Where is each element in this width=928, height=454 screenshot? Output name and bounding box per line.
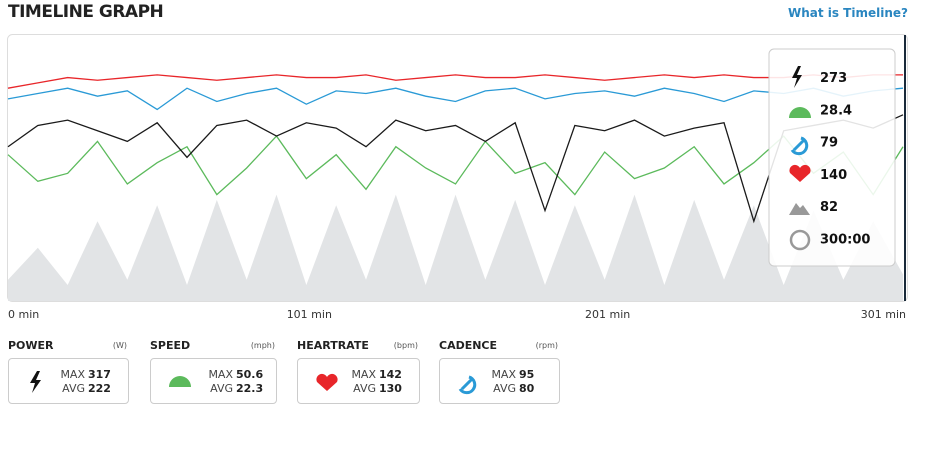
stat-title: SPEED	[150, 339, 191, 352]
stat-title: CADENCE	[439, 339, 498, 352]
stat-unit: (rpm)	[535, 341, 558, 350]
avg-label: AVG	[493, 382, 516, 395]
tooltip-value: 82	[820, 200, 838, 215]
stat-title: HEARTRATE	[297, 339, 369, 352]
stat-icon	[169, 376, 191, 387]
max-label: MAX	[60, 368, 85, 381]
power-icon	[792, 66, 802, 88]
tooltip-value: 300:00	[820, 233, 870, 248]
x-tick-label: 301 min	[861, 308, 906, 321]
stat-unit: (mph)	[250, 341, 275, 350]
stat-icon	[316, 373, 338, 391]
max-value: 142	[379, 368, 402, 381]
stat-card: MAX AVG 142 130	[297, 358, 420, 404]
cadence-icon	[790, 136, 809, 156]
x-tick-label: 0 min	[8, 308, 39, 321]
x-tick-label: 101 min	[287, 308, 332, 321]
series-line	[7, 87, 904, 111]
max-label: MAX	[208, 368, 233, 381]
chart: 0 min 101 min 201 min 301 min	[7, 34, 908, 321]
stat-icon	[30, 371, 41, 393]
avg-label: AVG	[353, 382, 376, 395]
help-link[interactable]: What is Timeline?	[787, 6, 908, 20]
max-value: 95	[519, 368, 535, 381]
avg-value: 22.3	[236, 382, 264, 395]
tooltip-value: 79	[820, 136, 838, 151]
max-label: MAX	[491, 368, 516, 381]
avg-label: AVG	[62, 382, 85, 395]
max-value: 50.6	[236, 368, 264, 381]
stat-icon	[458, 375, 477, 395]
speed-icon	[789, 107, 811, 118]
time-icon	[789, 229, 811, 251]
avg-value: 80	[519, 382, 535, 395]
x-tick-label: 201 min	[585, 308, 630, 321]
stat-unit: (bpm)	[393, 341, 418, 350]
tooltip-value: 28.4	[820, 103, 852, 118]
tooltip: 273 28.4 79 140 82 300:00	[768, 48, 896, 267]
stat-card: MAX AVG 50.6 22.3	[150, 358, 277, 404]
avg-value: 222	[88, 382, 111, 395]
avg-value: 130	[379, 382, 402, 395]
stat-unit: (W)	[112, 341, 127, 350]
avg-label: AVG	[210, 382, 233, 395]
stat-card: MAX AVG 95 80	[439, 358, 560, 404]
series-line	[7, 74, 904, 89]
title: TIMELINE GRAPH	[8, 2, 164, 22]
heart-icon	[789, 164, 811, 182]
tooltip-value: 273	[820, 71, 847, 86]
series-line	[7, 114, 904, 224]
max-value: 317	[88, 368, 111, 381]
stat-card: MAX AVG 317 222	[8, 358, 129, 404]
elevation-area	[8, 194, 904, 301]
elevation-icon	[789, 203, 810, 215]
series-line	[7, 135, 904, 196]
max-label: MAX	[351, 368, 376, 381]
stat-title: POWER	[8, 339, 54, 352]
tooltip-value: 140	[820, 168, 847, 183]
